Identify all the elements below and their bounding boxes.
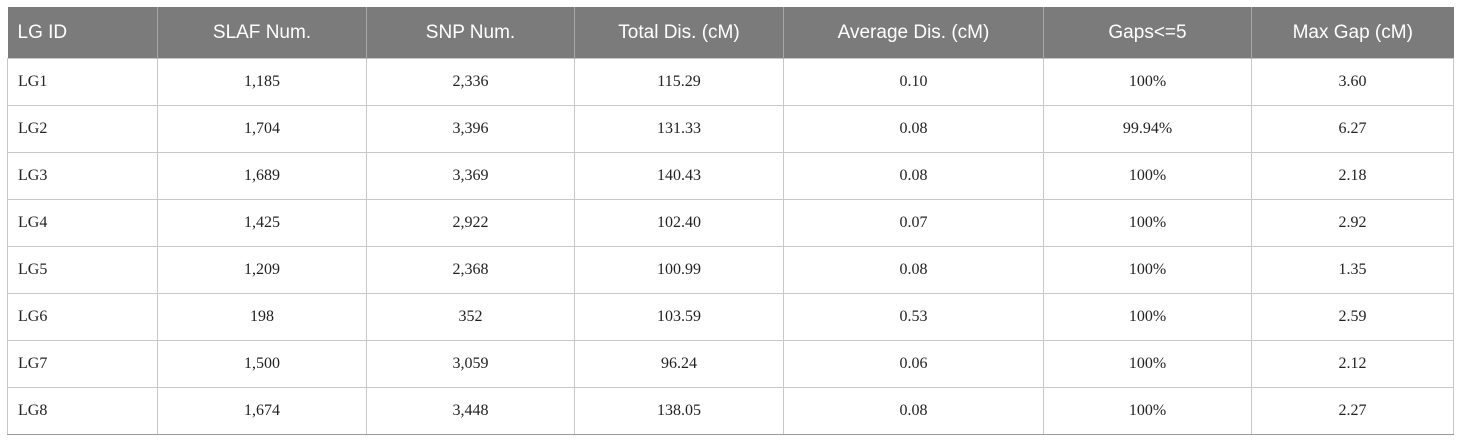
cell-average-dis: 0.08 bbox=[783, 387, 1044, 435]
cell-max-gap: 2.92 bbox=[1251, 199, 1454, 247]
cell-max-gap: 2.27 bbox=[1251, 387, 1454, 435]
cell-max-gap: 3.60 bbox=[1251, 58, 1454, 106]
cell-lg-id: LG2 bbox=[7, 105, 158, 153]
cell-snp-num: 2,922 bbox=[366, 199, 575, 247]
cell-lg-id: LG3 bbox=[7, 152, 158, 200]
header-gaps: Gaps<=5 bbox=[1043, 7, 1252, 59]
table-row: LG5 1,209 2,368 100.99 0.08 100% 1.35 bbox=[7, 246, 1454, 294]
cell-snp-num: 352 bbox=[366, 293, 575, 341]
cell-gaps: 100% bbox=[1043, 246, 1252, 294]
cell-average-dis: 0.07 bbox=[783, 199, 1044, 247]
cell-slaf-num: 1,704 bbox=[157, 105, 367, 153]
table-row: LG6 198 352 103.59 0.53 100% 2.59 bbox=[7, 293, 1454, 341]
cell-max-gap: 2.59 bbox=[1251, 293, 1454, 341]
cell-gaps: 99.94% bbox=[1043, 105, 1252, 153]
cell-slaf-num: 1,500 bbox=[157, 340, 367, 388]
cell-total-dis: 100.99 bbox=[574, 246, 784, 294]
table-row: LG3 1,689 3,369 140.43 0.08 100% 2.18 bbox=[7, 152, 1454, 200]
cell-total-dis: 138.05 bbox=[574, 387, 784, 435]
cell-lg-id: LG1 bbox=[7, 58, 158, 106]
table-row: LG1 1,185 2,336 115.29 0.10 100% 3.60 bbox=[7, 58, 1454, 106]
cell-average-dis: 0.08 bbox=[783, 152, 1044, 200]
cell-average-dis: 0.08 bbox=[783, 246, 1044, 294]
cell-gaps: 100% bbox=[1043, 199, 1252, 247]
table-row: LG7 1,500 3,059 96.24 0.06 100% 2.12 bbox=[7, 340, 1454, 388]
header-average-dis: Average Dis. (cM) bbox=[783, 7, 1044, 59]
cell-lg-id: LG4 bbox=[7, 199, 158, 247]
cell-snp-num: 3,369 bbox=[366, 152, 575, 200]
linkage-group-table: LG ID SLAF Num. SNP Num. Total Dis. (cM)… bbox=[7, 7, 1454, 435]
cell-total-dis: 102.40 bbox=[574, 199, 784, 247]
header-total-dis: Total Dis. (cM) bbox=[574, 7, 784, 59]
cell-gaps: 100% bbox=[1043, 58, 1252, 106]
header-snp-num: SNP Num. bbox=[366, 7, 575, 59]
cell-average-dis: 0.06 bbox=[783, 340, 1044, 388]
cell-average-dis: 0.10 bbox=[783, 58, 1044, 106]
cell-snp-num: 2,368 bbox=[366, 246, 575, 294]
cell-slaf-num: 1,185 bbox=[157, 58, 367, 106]
cell-total-dis: 140.43 bbox=[574, 152, 784, 200]
cell-lg-id: LG5 bbox=[7, 246, 158, 294]
cell-gaps: 100% bbox=[1043, 152, 1252, 200]
cell-average-dis: 0.53 bbox=[783, 293, 1044, 341]
cell-slaf-num: 198 bbox=[157, 293, 367, 341]
cell-slaf-num: 1,689 bbox=[157, 152, 367, 200]
cell-lg-id: LG8 bbox=[7, 387, 158, 435]
table-row: LG2 1,704 3,396 131.33 0.08 99.94% 6.27 bbox=[7, 105, 1454, 153]
cell-snp-num: 3,448 bbox=[366, 387, 575, 435]
cell-average-dis: 0.08 bbox=[783, 105, 1044, 153]
table-row: LG4 1,425 2,922 102.40 0.07 100% 2.92 bbox=[7, 199, 1454, 247]
cell-total-dis: 131.33 bbox=[574, 105, 784, 153]
header-lg-id: LG ID bbox=[7, 7, 158, 59]
cell-total-dis: 115.29 bbox=[574, 58, 784, 106]
cell-total-dis: 103.59 bbox=[574, 293, 784, 341]
cell-gaps: 100% bbox=[1043, 293, 1252, 341]
cell-gaps: 100% bbox=[1043, 340, 1252, 388]
cell-snp-num: 2,336 bbox=[366, 58, 575, 106]
cell-max-gap: 2.18 bbox=[1251, 152, 1454, 200]
cell-lg-id: LG6 bbox=[7, 293, 158, 341]
cell-lg-id: LG7 bbox=[7, 340, 158, 388]
header-max-gap: Max Gap (cM) bbox=[1251, 7, 1454, 59]
cell-max-gap: 1.35 bbox=[1251, 246, 1454, 294]
table-header-row: LG ID SLAF Num. SNP Num. Total Dis. (cM)… bbox=[7, 7, 1454, 59]
cell-slaf-num: 1,674 bbox=[157, 387, 367, 435]
cell-max-gap: 6.27 bbox=[1251, 105, 1454, 153]
header-slaf-num: SLAF Num. bbox=[157, 7, 367, 59]
cell-gaps: 100% bbox=[1043, 387, 1252, 435]
cell-slaf-num: 1,425 bbox=[157, 199, 367, 247]
table-body: LG1 1,185 2,336 115.29 0.10 100% 3.60 LG2 1,704 3… bbox=[7, 58, 1454, 435]
cell-snp-num: 3,396 bbox=[366, 105, 575, 153]
table-row: LG8 1,674 3,448 138.05 0.08 100% 2.27 bbox=[7, 387, 1454, 435]
cell-max-gap: 2.12 bbox=[1251, 340, 1454, 388]
cell-snp-num: 3,059 bbox=[366, 340, 575, 388]
cell-slaf-num: 1,209 bbox=[157, 246, 367, 294]
cell-total-dis: 96.24 bbox=[574, 340, 784, 388]
